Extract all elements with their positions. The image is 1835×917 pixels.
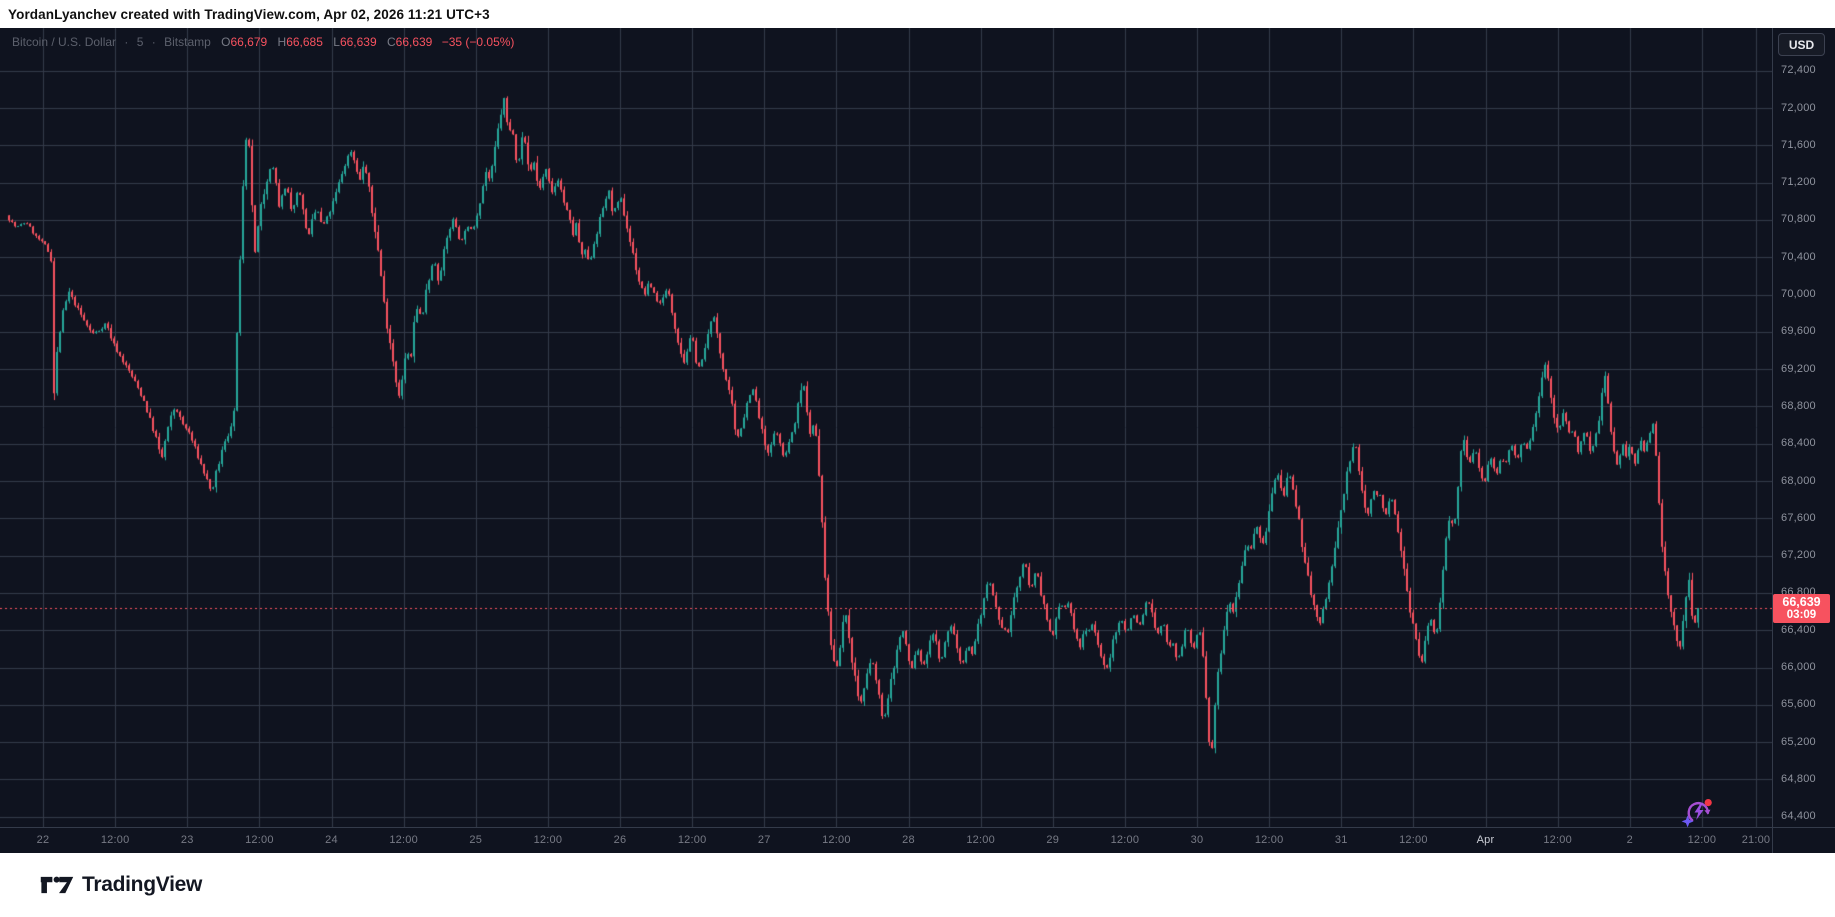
tradingview-logo-icon[interactable] bbox=[40, 872, 74, 898]
time-axis-label[interactable]: 29 bbox=[1046, 834, 1060, 846]
time-axis-label[interactable]: 12:00 bbox=[677, 834, 707, 846]
time-axis-label[interactable]: 30 bbox=[1190, 834, 1204, 846]
time-axis-label[interactable]: 24 bbox=[325, 834, 338, 846]
time-axis-label[interactable]: 12:00 bbox=[389, 834, 418, 846]
time-axis-label[interactable]: 26 bbox=[613, 834, 627, 846]
time-axis-label[interactable]: 12:00 bbox=[245, 834, 274, 846]
price-axis-label[interactable]: 70,000 bbox=[1781, 288, 1816, 301]
price-axis-label[interactable]: 71,200 bbox=[1781, 176, 1816, 189]
sparkle-icon bbox=[1681, 815, 1694, 828]
price-axis-label[interactable]: 71,600 bbox=[1781, 138, 1816, 151]
low-label: L bbox=[333, 35, 340, 49]
instant-refresh-icon[interactable] bbox=[1680, 794, 1717, 831]
time-axis-label[interactable]: 12:00 bbox=[1543, 834, 1572, 846]
time-axis-label[interactable]: 31 bbox=[1334, 834, 1348, 846]
attribution-text: YordanLyanchev created with TradingView.… bbox=[8, 6, 490, 22]
last-price-tag[interactable]: 66,639 03:09 bbox=[1773, 594, 1830, 623]
time-axis-label[interactable]: 28 bbox=[902, 834, 915, 846]
time-axis-label[interactable]: 12:00 bbox=[533, 834, 563, 846]
time-axis[interactable]: 22 12:00 23 12:00 24 12:00 25 12:00 26 12:00 27 12:… bbox=[0, 827, 1835, 853]
time-axis-label[interactable]: Apr bbox=[1476, 834, 1495, 846]
time-axis-label[interactable]: 27 bbox=[757, 834, 771, 846]
refresh-arc bbox=[1687, 802, 1710, 822]
price-axis-label[interactable]: 68,800 bbox=[1781, 399, 1816, 412]
price-axis-label[interactable]: 70,800 bbox=[1781, 213, 1816, 226]
price-axis-label[interactable]: 66,400 bbox=[1781, 623, 1816, 636]
notification-dot bbox=[1704, 799, 1712, 807]
legend-separator-2: · bbox=[151, 35, 156, 49]
time-axis-label[interactable]: 23 bbox=[180, 834, 194, 846]
currency-toggle-button[interactable]: USD bbox=[1778, 33, 1825, 56]
tradingview-wordmark[interactable]: TradingView bbox=[82, 873, 203, 896]
time-axis-label[interactable]: 12:00 bbox=[966, 834, 995, 846]
time-axis-label[interactable]: 2 bbox=[1626, 834, 1633, 846]
price-axis-label[interactable]: 69,200 bbox=[1781, 362, 1816, 375]
open-value: 66,679 bbox=[230, 35, 268, 49]
price-axis-label[interactable]: 68,400 bbox=[1781, 437, 1816, 450]
price-axis-label[interactable]: 64,800 bbox=[1781, 772, 1816, 785]
last-price-value: 66,639 bbox=[1782, 595, 1821, 609]
price-axis-label[interactable]: 72,000 bbox=[1781, 101, 1816, 114]
legend-separator-1: · bbox=[124, 35, 129, 49]
time-axis-label[interactable]: 12:00 bbox=[1687, 834, 1717, 846]
price-axis-label[interactable]: 66,000 bbox=[1781, 661, 1816, 674]
price-axis-label[interactable]: 67,600 bbox=[1781, 511, 1816, 524]
time-axis-label[interactable]: 12:00 bbox=[1110, 834, 1140, 846]
currency-toggle-label: USD bbox=[1788, 37, 1815, 52]
high-value: 66,685 bbox=[286, 35, 323, 49]
time-axis-label[interactable]: 21:00 bbox=[1741, 834, 1771, 846]
refresh-arrowhead bbox=[1704, 809, 1711, 815]
close-label: C bbox=[386, 35, 396, 49]
symbol-title[interactable]: Bitcoin / U.S. Dollar bbox=[12, 35, 117, 49]
time-axis-label[interactable]: 25 bbox=[469, 834, 483, 846]
change-value: −35 (−0.05%) bbox=[441, 35, 515, 49]
time-axis-label[interactable]: 12:00 bbox=[822, 834, 851, 846]
low-value: 66,639 bbox=[339, 35, 377, 49]
attribution-bar: YordanLyanchev created with TradingView.… bbox=[0, 0, 1835, 28]
candlestick-canvas[interactable] bbox=[0, 28, 1772, 827]
price-axis-label[interactable]: 67,200 bbox=[1781, 549, 1816, 562]
price-axis-label[interactable]: 70,400 bbox=[1781, 250, 1816, 263]
time-axis-label[interactable]: 12:00 bbox=[1254, 834, 1284, 846]
bar-countdown: 03:09 bbox=[1786, 609, 1817, 621]
price-axis-label[interactable]: 68,000 bbox=[1781, 474, 1816, 487]
high-label: H bbox=[277, 35, 287, 49]
price-axis[interactable]: 72,400 72,000 71,600 71,200 70,800 70,400 70,0… bbox=[1772, 28, 1835, 827]
exchange-label[interactable]: Bitstamp bbox=[164, 35, 211, 49]
time-axis-label[interactable]: 22 bbox=[36, 834, 50, 846]
price-axis-label[interactable]: 65,600 bbox=[1781, 698, 1816, 711]
time-axis-label[interactable]: 12:00 bbox=[100, 834, 130, 846]
footer-bar: TradingView bbox=[0, 853, 1835, 917]
chart-region: Bitcoin / U.S. Dollar · 5 · Bitstamp O66… bbox=[0, 28, 1835, 853]
lightning-bolt-icon bbox=[1694, 803, 1704, 820]
close-value: 66,639 bbox=[395, 35, 433, 49]
price-axis-label[interactable]: 72,400 bbox=[1781, 64, 1816, 77]
axis-corner-divider bbox=[1772, 827, 1773, 853]
time-axis-label[interactable]: 12:00 bbox=[1399, 834, 1428, 846]
open-label: O bbox=[221, 35, 231, 49]
interval-label[interactable]: 5 bbox=[136, 35, 144, 49]
chart-legend: Bitcoin / U.S. Dollar · 5 · Bitstamp O66… bbox=[12, 34, 514, 50]
price-axis-label[interactable]: 64,400 bbox=[1781, 810, 1816, 823]
price-axis-label[interactable]: 69,600 bbox=[1781, 325, 1816, 338]
price-axis-label[interactable]: 65,200 bbox=[1781, 735, 1816, 748]
